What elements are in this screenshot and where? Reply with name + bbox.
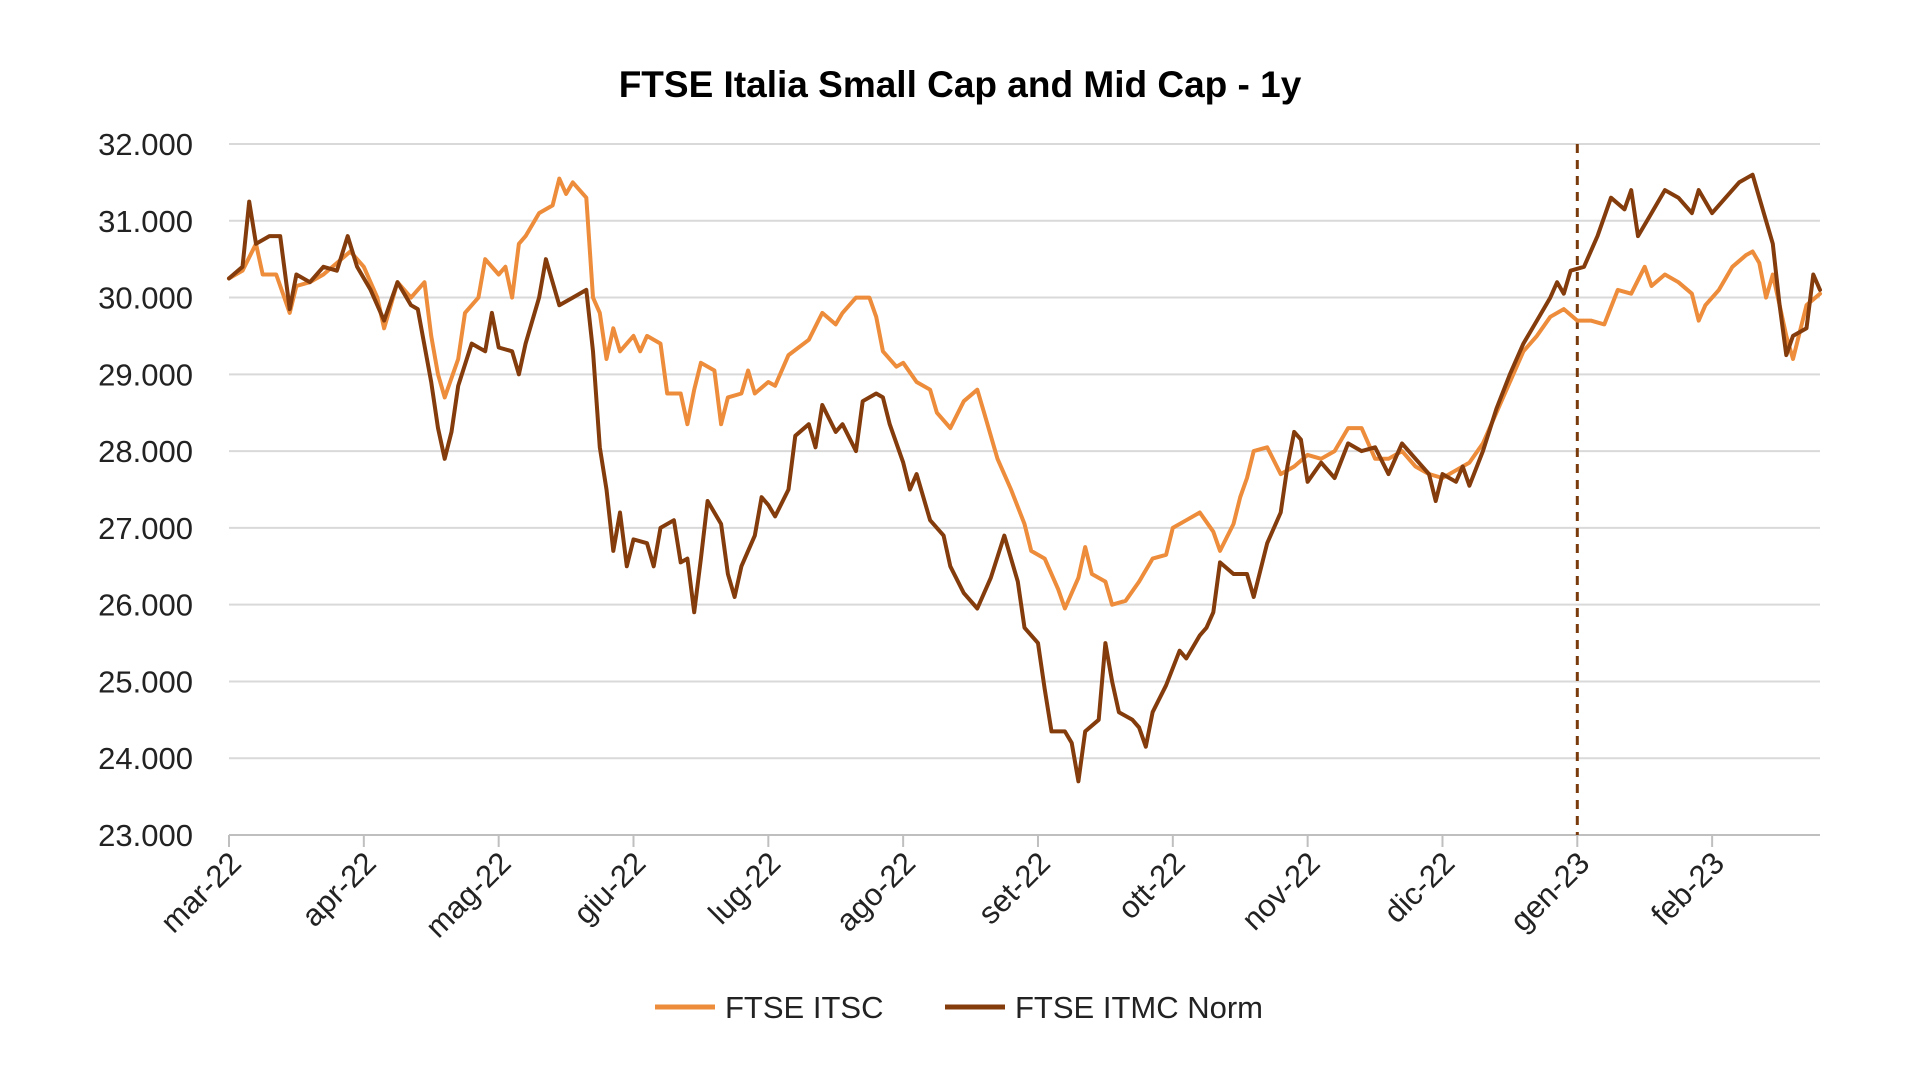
x-tick-label: set-22	[971, 845, 1057, 931]
x-tick-label: mar-22	[154, 845, 248, 939]
x-tick-label: mag-22	[419, 845, 518, 944]
x-tick-label: apr-22	[295, 845, 383, 933]
legend-label: FTSE ITSC	[725, 990, 883, 1025]
y-tick-label: 29.000	[98, 357, 193, 392]
legend-label: FTSE ITMC Norm	[1015, 990, 1263, 1025]
x-tick-label: gen-23	[1503, 845, 1596, 938]
chart-title: FTSE Italia Small Cap and Mid Cap - 1y	[619, 64, 1302, 105]
y-tick-label: 28.000	[98, 434, 193, 469]
series-lines	[227, 172, 1822, 784]
gridlines	[229, 143, 1820, 836]
y-tick-label: 26.000	[98, 588, 193, 623]
x-axis-ticks: mar-22 apr-22 mag-22 giu-22 lug-22 ago-22 set-…	[154, 835, 1731, 944]
y-tick-label: 27.000	[98, 511, 193, 546]
x-tick-label: ago-22	[829, 845, 922, 938]
x-tick-label: giu-22	[567, 845, 653, 931]
x-tick-label: dic-22	[1377, 845, 1461, 929]
y-axis-ticks: 23.000 24.000 25.000 26.000 27.000 28.000 29.0…	[98, 127, 193, 853]
x-tick-label: ott-22	[1111, 845, 1192, 926]
y-tick-label: 32.000	[98, 127, 193, 162]
x-tick-label: feb-23	[1644, 845, 1731, 932]
y-tick-label: 25.000	[98, 664, 193, 699]
y-tick-label: 31.000	[98, 204, 193, 239]
series-line-ftse-itmc-norm	[227, 172, 1822, 784]
x-tick-label: nov-22	[1235, 845, 1327, 937]
y-tick-label: 30.000	[98, 281, 193, 316]
x-tick-label: lug-22	[702, 845, 788, 931]
y-tick-label: 24.000	[98, 741, 193, 776]
legend: FTSE ITSC FTSE ITMC Norm	[655, 990, 1263, 1025]
y-tick-label: 23.000	[98, 818, 193, 853]
series-line-ftse-itsc	[227, 176, 1822, 611]
